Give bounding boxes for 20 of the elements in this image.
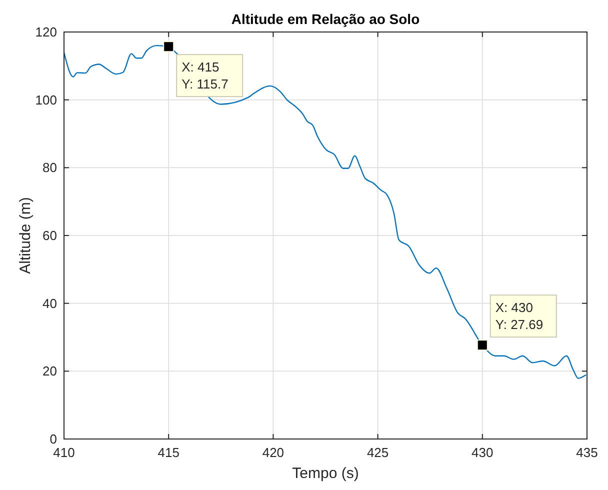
x-tick-label: 425 xyxy=(366,445,389,460)
x-tick-label: 415 xyxy=(158,445,180,460)
y-tick-label: 0 xyxy=(50,432,57,446)
annotation: X: 430 Y: 27.69 xyxy=(495,300,544,332)
datatip-box: X: 430 Y: 27.69 xyxy=(490,294,557,338)
x-tick-label: 435 xyxy=(576,445,598,460)
y-tick-label: 60 xyxy=(42,228,57,243)
y-tick-label: 120 xyxy=(35,24,57,40)
x-tick-label: 410 xyxy=(53,445,75,460)
y-tick-label: 20 xyxy=(42,364,57,379)
y-axis-title: Altitude (m) xyxy=(17,197,34,274)
datatip-box: X: 415 Y: 115.7 xyxy=(176,54,244,98)
y-tick-label: 40 xyxy=(42,296,57,311)
x-axis-title: Tempo (s) xyxy=(292,465,359,482)
annotation: X: 415 Y: 115.7 xyxy=(182,60,228,92)
y-tick-label: 80 xyxy=(42,160,57,176)
x-tick-label: 420 xyxy=(262,445,284,460)
y-tick-label: 100 xyxy=(35,92,57,108)
chart-title: Altitude em Relação ao Solo xyxy=(231,11,420,27)
x-tick-label: 430 xyxy=(472,445,494,460)
